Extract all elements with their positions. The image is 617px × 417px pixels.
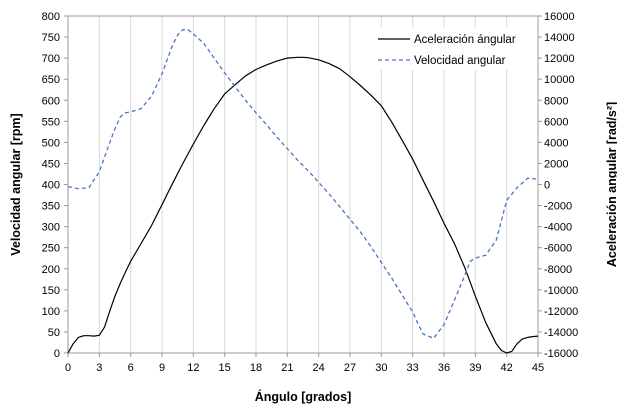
tick-labels: 0 3 6 9 12 15 18 21 24 27 30 33 36 39 42 45050100150200…: [42, 11, 579, 374]
series-line-aceleracion: [67, 56, 539, 354]
x-tick-label: 6: [128, 362, 134, 374]
x-tick-label: 30: [375, 362, 387, 374]
x-tick-label: 33: [407, 362, 419, 374]
y-left-tick-label: 300: [42, 222, 60, 234]
y-right-tick-label: -16000: [544, 348, 578, 360]
x-tick-label: 18: [250, 362, 262, 374]
plot-frame: [67, 15, 539, 354]
legend-background: [372, 28, 532, 70]
y-right-tick-label: -14000: [544, 327, 578, 339]
y-left-tick-label: 50: [48, 327, 60, 339]
y-right-tick-label: -12000: [544, 306, 578, 318]
y-right-tick-label: 4000: [544, 137, 568, 149]
x-tick-label: 45: [532, 362, 544, 374]
y-right-tick-label: -2000: [544, 201, 572, 213]
y-left-tick-label: 800: [42, 11, 60, 23]
y-left-tick-label: 450: [42, 158, 60, 170]
y-right-tick-label: 16000: [544, 11, 575, 23]
y-left-tick-label: 350: [42, 201, 60, 213]
y-right-tick-label: 2000: [544, 158, 568, 170]
y-left-tick-label: 650: [42, 74, 60, 86]
x-tick-label: 21: [281, 362, 293, 374]
y-right-tick-label: 12000: [544, 53, 575, 65]
y-left-tick-label: 150: [42, 285, 60, 297]
x-tick-label: 39: [469, 362, 481, 374]
y-axis-right-title: Aceleración angular [rad/s²]: [605, 102, 617, 267]
y-left-tick-label: 700: [42, 53, 60, 65]
y-axis-left-title: Velocidad angular [rpm]: [9, 113, 23, 255]
y-left-tick-label: 600: [42, 95, 60, 107]
y-right-tick-label: 8000: [544, 95, 568, 107]
y-left-tick-label: 100: [42, 306, 60, 318]
x-tick-label: 27: [344, 362, 356, 374]
x-tick-label: 42: [501, 362, 513, 374]
y-right-tick-label: 14000: [544, 32, 575, 44]
y-left-tick-label: 750: [42, 32, 60, 44]
x-axis-title: Ángulo [grados]: [255, 389, 352, 404]
legend-label-velocidad: Velocidad angular: [414, 55, 506, 67]
y-right-tick-label: -6000: [544, 243, 572, 255]
y-left-tick-label: 550: [42, 116, 60, 128]
legend: Aceleración ángular Velocidad angular: [372, 28, 532, 70]
legend-label-aceleracion: Aceleración ángular: [414, 34, 516, 46]
y-right-tick-label: 10000: [544, 74, 575, 86]
x-tick-label: 12: [187, 362, 199, 374]
y-left-tick-label: 500: [42, 137, 60, 149]
x-tick-label: 24: [313, 362, 325, 374]
y-left-tick-label: 250: [42, 243, 60, 255]
y-right-tick-label: -10000: [544, 285, 578, 297]
x-tick-label: 9: [159, 362, 165, 374]
series-line-velocidad: [67, 29, 539, 339]
y-left-tick-label: 0: [54, 348, 60, 360]
y-right-tick-label: 6000: [544, 116, 568, 128]
x-tick-label: 3: [96, 362, 102, 374]
y-right-tick-label: 0: [544, 180, 550, 192]
y-right-tick-label: -4000: [544, 222, 572, 234]
y-left-tick-label: 200: [42, 264, 60, 276]
x-tick-label: 36: [438, 362, 450, 374]
x-tick-label: 0: [65, 362, 71, 374]
y-left-tick-label: 400: [42, 180, 60, 192]
series-layer: [67, 29, 539, 354]
y-right-tick-label: -8000: [544, 264, 572, 276]
x-tick-label: 15: [219, 362, 231, 374]
